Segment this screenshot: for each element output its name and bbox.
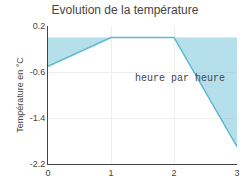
svg-text:1: 1 xyxy=(108,168,113,178)
svg-text:-2.2: -2.2 xyxy=(30,159,46,169)
svg-text:heure par heure: heure par heure xyxy=(135,73,225,84)
svg-text:0.2: 0.2 xyxy=(33,21,46,31)
svg-text:-0.6: -0.6 xyxy=(30,67,46,77)
svg-text:Evolution de la température: Evolution de la température xyxy=(52,3,199,17)
svg-text:Température en °C: Température en °C xyxy=(15,57,25,133)
svg-text:2: 2 xyxy=(171,168,176,178)
svg-text:-1.4: -1.4 xyxy=(30,113,46,123)
svg-text:3: 3 xyxy=(234,168,239,178)
svg-text:0: 0 xyxy=(45,168,50,178)
